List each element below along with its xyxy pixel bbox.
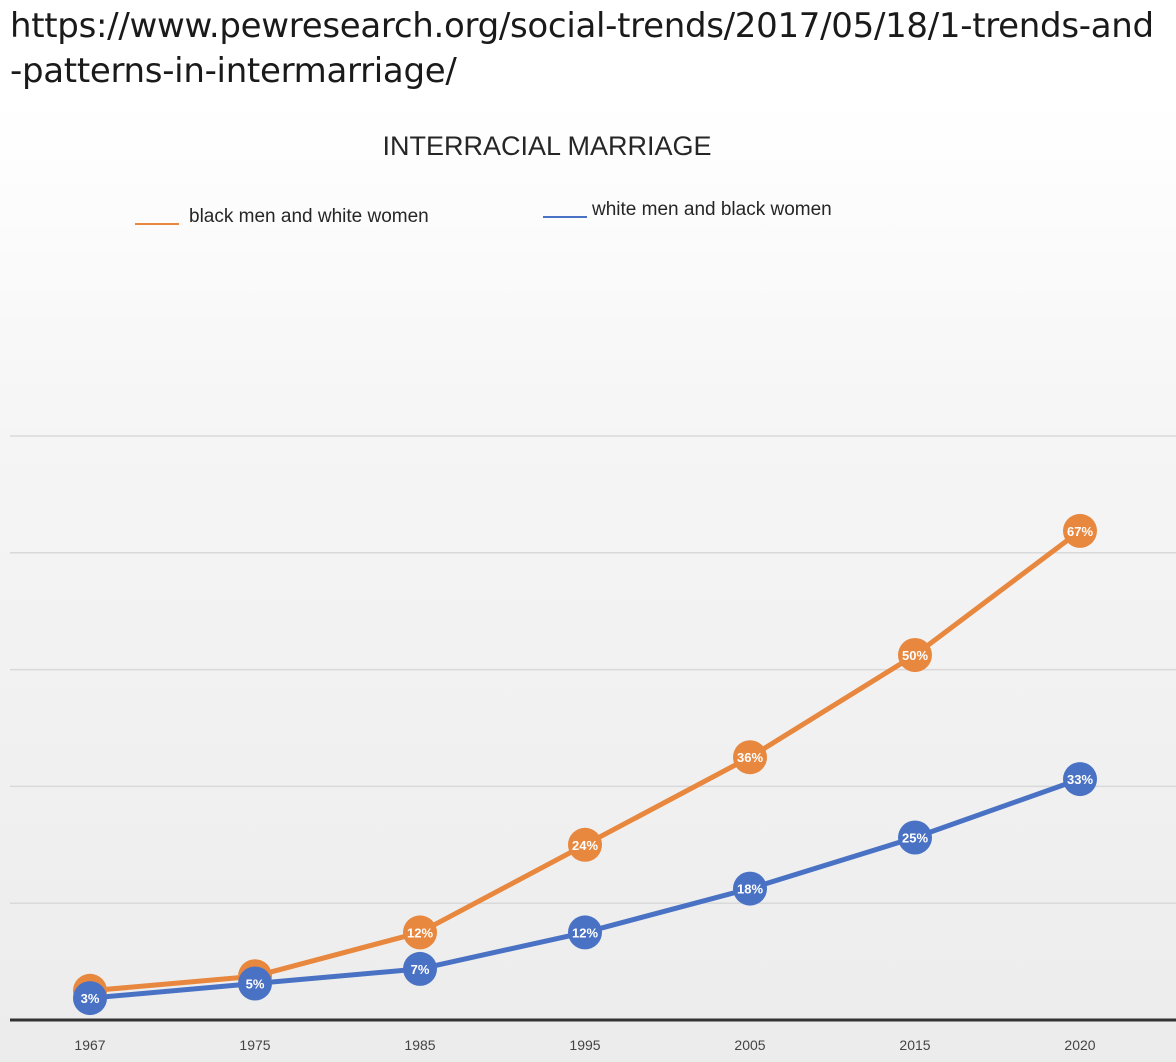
data-point (238, 966, 272, 1001)
x-tick-label: 1995 (569, 1037, 600, 1053)
chart-title: INTERRACIAL MARRIAGE (382, 131, 711, 161)
x-tick-label: 1985 (404, 1037, 435, 1053)
chart-area: 1967 1975 1985 1995 2005 2015 2020 INTERRACIAL … (0, 104, 1176, 1062)
data-point (898, 638, 932, 672)
data-point (403, 915, 437, 950)
data-point (403, 951, 437, 986)
data-label: 67% (1067, 524, 1093, 539)
x-tick-label: 1975 (239, 1037, 270, 1053)
data-point (898, 820, 932, 855)
legend-label: white men and black women (591, 199, 832, 220)
data-label: 24% (572, 838, 598, 853)
data-label: 5% (246, 977, 265, 992)
data-label: 12% (407, 925, 433, 940)
data-label: 3% (81, 991, 100, 1006)
x-tick-label: 2015 (899, 1037, 930, 1053)
data-point (733, 871, 767, 906)
data-point (1063, 513, 1097, 548)
data-point (733, 740, 767, 775)
data-label: 33% (1067, 772, 1093, 787)
data-point (568, 827, 602, 862)
x-tick-label: 2020 (1064, 1037, 1095, 1053)
data-label: 50% (902, 648, 928, 663)
legend-label: black men and white women (189, 206, 429, 227)
line-chart: 1967 1975 1985 1995 2005 2015 2020 INTERRACIAL … (10, 131, 1176, 1053)
data-label: 36% (737, 750, 763, 765)
data-point (73, 981, 107, 1016)
data-point (568, 915, 602, 950)
data-label: 12% (572, 925, 598, 940)
data-label: 25% (902, 831, 928, 846)
x-tick-label: 1967 (74, 1037, 105, 1053)
series-line (89, 776, 1081, 1001)
data-point (1063, 762, 1097, 797)
data-label: 7% (411, 962, 430, 977)
data-label: 18% (737, 882, 763, 897)
x-tick-label: 2005 (734, 1037, 765, 1053)
source-url: https://www.pewresearch.org/social-trend… (10, 6, 1154, 91)
